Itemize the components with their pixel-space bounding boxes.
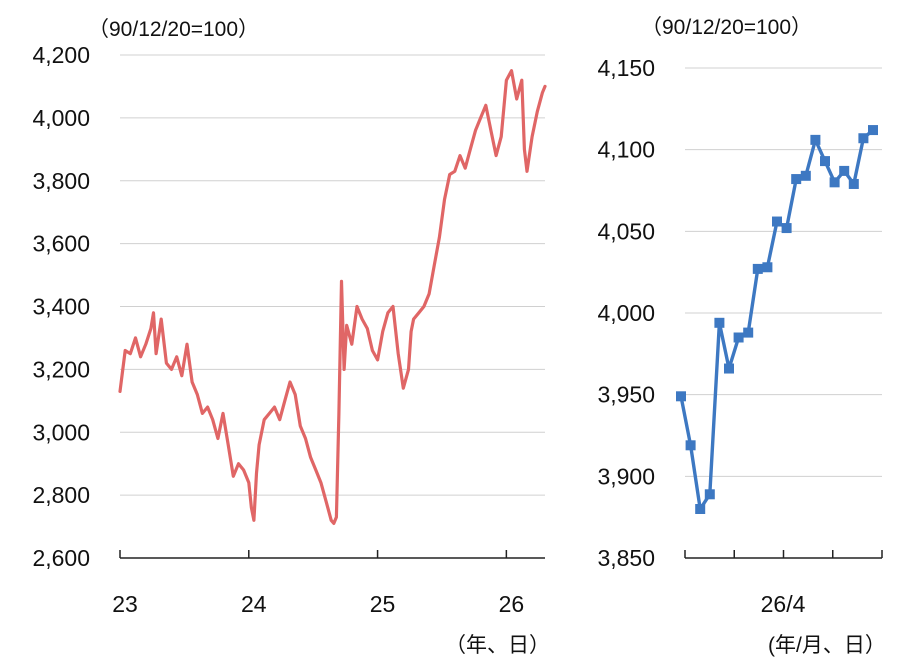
- right-data-point: [752, 263, 763, 274]
- left-y-tick-label: 4,000: [32, 105, 90, 131]
- right-data-point: [772, 216, 782, 227]
- right-series-line: [679, 128, 875, 511]
- right-data-point: [781, 223, 792, 234]
- right-unit-label: （90/12/20=100）: [641, 16, 812, 39]
- right-data-point: [685, 440, 696, 451]
- left-x-tick-label: 26: [499, 591, 525, 617]
- left-x-tick-label: 23: [112, 591, 138, 617]
- left-unit-label: （90/12/20=100）: [88, 18, 259, 41]
- right-y-tick-labels: 3,850 3,900 3,950 4,000 4,050 4,100 4,150: [597, 55, 655, 571]
- right-data-point: [743, 327, 754, 338]
- left-y-tick-label: 2,800: [32, 482, 90, 508]
- right-data-point: [724, 363, 734, 374]
- left-y-tick-label: 3,200: [32, 356, 90, 382]
- right-data-point: [762, 262, 773, 273]
- left-y-tick-label: 4,200: [32, 42, 90, 68]
- right-data-point: [695, 504, 706, 514]
- right-x-ticks: [684, 550, 883, 558]
- right-x-tick-label: 26/4: [761, 591, 806, 617]
- left-y-tick-label: 3,400: [32, 294, 90, 320]
- left-y-tick-label: 3,600: [32, 231, 90, 257]
- left-y-tick-label: 3,000: [32, 419, 90, 445]
- right-y-tick-label: 3,850: [597, 545, 655, 571]
- right-y-tick-label: 4,150: [597, 55, 655, 81]
- right-data-point: [714, 317, 725, 328]
- left-gridlines: [120, 54, 545, 496]
- right-data-point: [848, 178, 859, 189]
- left-y-tick-label: 2,600: [32, 545, 90, 571]
- right-y-tick-label: 4,000: [597, 300, 655, 326]
- left-x-ticks: 23 24 25 26: [112, 550, 524, 617]
- right-y-tick-label: 4,050: [597, 218, 655, 244]
- right-data-point: [820, 156, 830, 167]
- right-y-tick-label: 3,950: [597, 382, 655, 408]
- left-x-tick-label: 24: [241, 591, 267, 617]
- right-y-tick-label: 3,900: [597, 463, 655, 489]
- right-data-point: [676, 391, 686, 402]
- left-y-tick-label: 3,800: [32, 168, 90, 194]
- right-data-point: [829, 177, 840, 188]
- right-chart: 3,850 3,900 3,950 4,000 4,050 4,100 4,150 26/4…: [597, 16, 885, 657]
- right-data-point: [810, 134, 821, 145]
- right-data-point: [839, 165, 850, 176]
- right-data-point: [868, 125, 878, 136]
- right-data-point: [704, 489, 715, 500]
- right-y-tick-label: 4,100: [597, 137, 655, 163]
- left-chart: 2,600 2,800 3,000 3,200 3,400 3,600 3,800 4,000…: [32, 18, 550, 657]
- right-x-unit-label: (年/月、日）: [768, 634, 886, 657]
- right-data-point: [800, 170, 811, 181]
- left-x-tick-label: 25: [370, 591, 396, 617]
- left-y-tick-labels: 2,600 2,800 3,000 3,200 3,400 3,600 3,800 4,000…: [32, 42, 90, 571]
- right-series-markers: [676, 125, 878, 514]
- right-data-point: [791, 174, 802, 185]
- right-data-point: [858, 133, 869, 144]
- right-data-point: [733, 332, 744, 343]
- left-x-unit-label: （年、日）: [445, 634, 550, 657]
- left-series-line: [118, 69, 547, 525]
